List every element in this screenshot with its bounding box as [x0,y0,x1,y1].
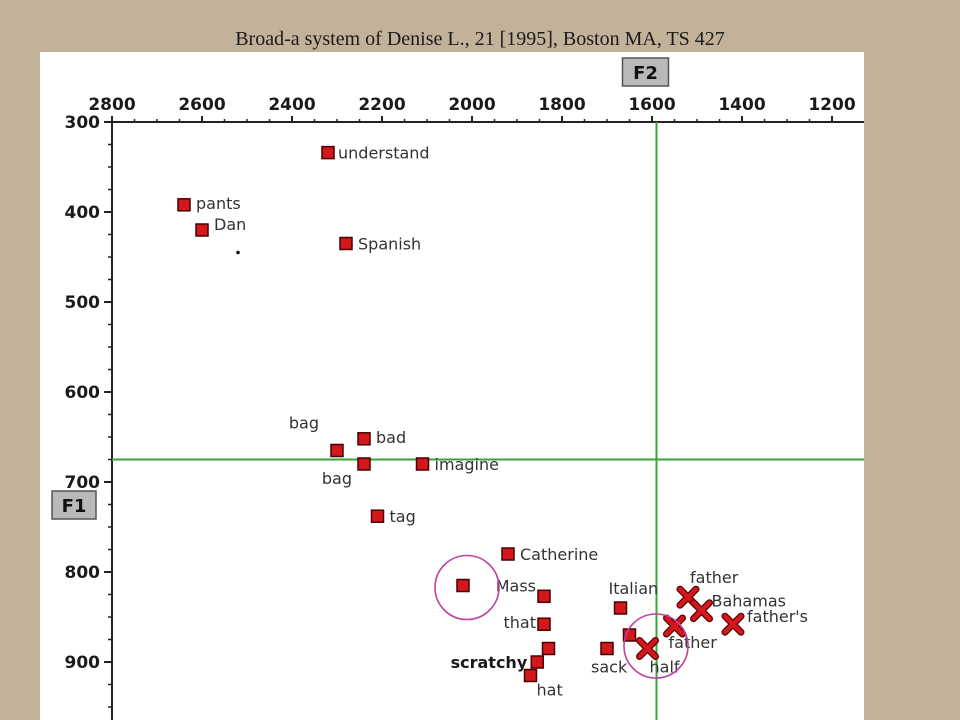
square-marker [357,432,371,446]
cross-marker [664,615,685,637]
x-tick-label: 1200 [808,95,855,115]
y-axis-title: F1 [62,496,87,517]
cross-marker [722,613,744,635]
highlight-circle [623,613,689,679]
cross-marker [637,638,658,659]
square-marker [537,617,551,631]
y-tick-label: 300 [65,113,101,133]
square-marker [370,509,385,523]
point-label: tag [390,507,416,526]
point-label: Mass [496,576,536,595]
highlight-circle [434,554,500,621]
x-tick-label: 1800 [538,95,585,115]
f1-axis-badge [51,490,97,520]
cross-marker [691,600,712,621]
square-marker [537,589,551,604]
point-label: Catherine [520,545,598,564]
point-label: Spanish [358,235,421,254]
y-tick-label: 600 [65,383,101,403]
y-tick-label: 900 [65,653,101,673]
point-label: imagine [435,455,499,474]
point-label: Italian [609,579,659,598]
plot-panel: 2800 2600 2400 2200 2000 1800 1600 1400 1200 300 4… [40,52,864,720]
x-tick-label: 2200 [358,95,405,115]
square-marker [530,655,544,669]
x-tick-label: 1400 [718,95,765,115]
y-tick-label: 400 [65,203,101,223]
y-tick-label: 800 [65,563,101,583]
y-tick-label: 700 [65,473,101,493]
square-marker [541,641,556,656]
square-marker [501,547,515,561]
point-label: Dan [214,215,246,234]
point-label: that [504,613,537,632]
x-axis-title: F2 [633,63,658,84]
point-label: sack [591,658,628,677]
x-tick-label: 2400 [268,95,315,115]
square-marker [357,457,371,471]
formant-scatter-chart: 2800 2600 2400 2200 2000 1800 1600 1400 1200 300 4… [51,57,864,720]
point-label: half [650,658,680,677]
point-label: father [669,633,718,652]
chart-title: Broad-a system of Denise L., 21 [1995], … [235,28,725,50]
square-marker [330,443,344,458]
x-tick-label: 2000 [448,95,495,115]
square-marker [321,145,335,160]
square-marker [195,223,209,237]
point-label: bag [322,469,352,488]
point-label: bad [376,428,406,447]
square-marker [600,641,614,656]
y-tick-label: 500 [65,293,101,313]
point-label: father [690,568,739,587]
stray-dot [236,250,240,255]
square-marker [339,236,353,251]
square-marker [456,578,470,593]
x-tick-label: 2800 [88,95,135,115]
point-label: Bahamas [712,592,786,611]
square-marker [415,457,430,471]
square-marker [613,601,628,615]
point-label: hat [537,681,563,700]
point-label: pants [196,194,241,213]
square-marker [177,198,191,212]
point-label: understand [338,144,430,163]
f2-axis-badge [621,57,670,87]
x-tick-label: 1600 [628,95,675,115]
x-tick-label: 2600 [178,95,225,115]
point-label: scratchy [451,653,528,672]
point-label: bag [289,414,319,433]
point-label: father's [747,607,808,626]
square-marker [523,668,538,683]
